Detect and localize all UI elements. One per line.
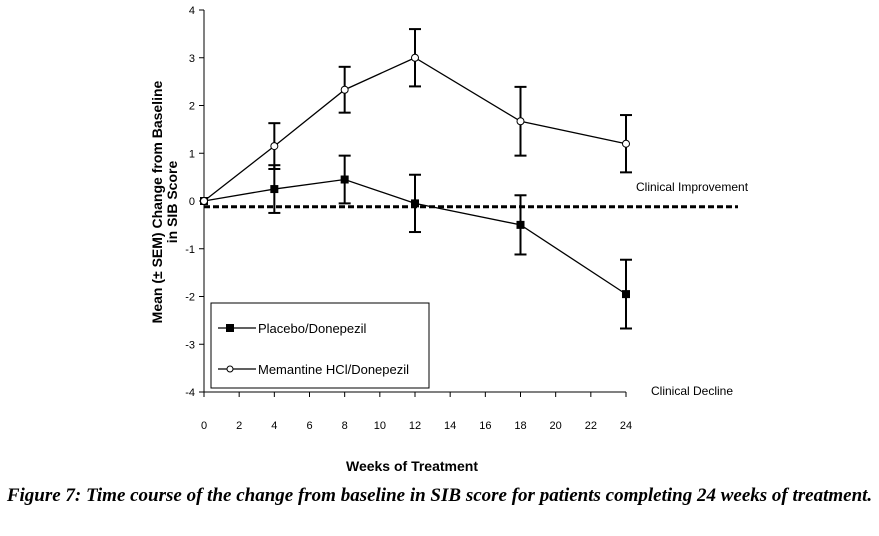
legend: Placebo/Donepezil Memantine HCl/Donepezi… bbox=[210, 302, 430, 389]
y-tick-label: 3 bbox=[189, 53, 195, 65]
series-line bbox=[203, 57, 627, 202]
series-group bbox=[200, 28, 632, 330]
x-tick-label: 18 bbox=[514, 420, 526, 432]
y-axis-title-line2: in SIB Score bbox=[164, 161, 180, 244]
data-point bbox=[411, 199, 419, 208]
y-axis-title-line1: Mean (± SEM) Change from Baseline bbox=[149, 80, 165, 323]
y-tick-label: 0 bbox=[189, 196, 195, 208]
series-placebo bbox=[200, 154, 632, 330]
legend-box bbox=[210, 302, 430, 389]
y-tick-label: -3 bbox=[185, 339, 195, 351]
data-point bbox=[270, 185, 279, 194]
clinical-decline-label: Clinical Decline bbox=[651, 384, 733, 398]
x-tick-label: 14 bbox=[444, 420, 456, 432]
y-tick-label: 4 bbox=[189, 5, 195, 17]
x-tick-label: 24 bbox=[620, 420, 632, 432]
legend-marker-memantine bbox=[226, 365, 234, 373]
data-point bbox=[200, 197, 208, 205]
x-tick-label: 2 bbox=[236, 420, 242, 432]
clinical-improvement-label: Clinical Improvement bbox=[636, 180, 749, 194]
y-axis-title: Mean (± SEM) Change from Baseline in SIB… bbox=[149, 80, 180, 323]
legend-label-placebo: Placebo/Donepezil bbox=[258, 321, 367, 336]
x-tick-label: 8 bbox=[342, 420, 348, 432]
data-point bbox=[622, 139, 630, 148]
data-point bbox=[516, 117, 525, 126]
data-point bbox=[411, 53, 419, 62]
x-tick-label: 4 bbox=[271, 420, 277, 432]
y-tick-label: -4 bbox=[185, 387, 195, 399]
x-axis-title: Weeks of Treatment bbox=[346, 458, 478, 474]
x-tick-label: 12 bbox=[409, 420, 421, 432]
y-tick-label: 1 bbox=[189, 148, 195, 160]
x-tick-label: 0 bbox=[201, 420, 207, 432]
legend-marker-placebo bbox=[226, 324, 234, 332]
legend-label-memantine: Memantine HCl/Donepezil bbox=[258, 362, 409, 377]
data-point bbox=[340, 175, 349, 184]
data-point bbox=[516, 220, 525, 229]
x-tick-label: 16 bbox=[479, 420, 491, 432]
data-point bbox=[622, 290, 630, 299]
x-tick-label: 20 bbox=[550, 420, 562, 432]
data-point bbox=[340, 85, 349, 94]
series-memantine bbox=[200, 28, 632, 205]
x-tick-label: 10 bbox=[374, 420, 386, 432]
y-tick-label: -2 bbox=[185, 292, 195, 304]
series-line bbox=[203, 178, 627, 295]
y-tick-label: 2 bbox=[189, 101, 195, 113]
x-tick-label: 22 bbox=[585, 420, 597, 432]
y-tick-label: -1 bbox=[185, 244, 195, 256]
x-tick-label: 6 bbox=[306, 420, 312, 432]
data-point bbox=[270, 142, 279, 151]
figure-caption: Figure 7: Time course of the change from… bbox=[6, 485, 873, 506]
